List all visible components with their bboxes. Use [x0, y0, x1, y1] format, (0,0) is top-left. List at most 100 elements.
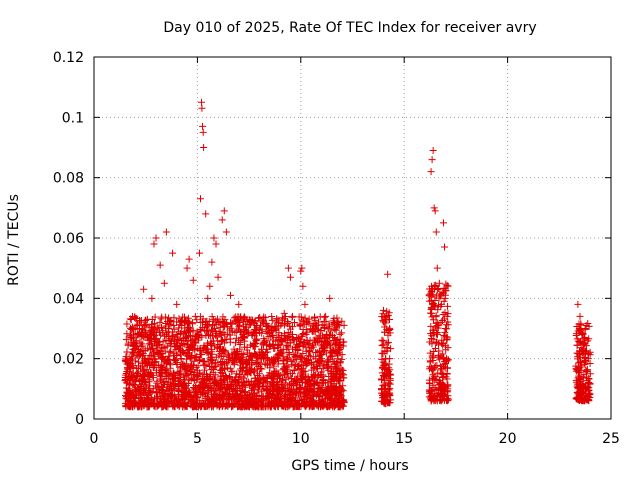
data-point	[207, 403, 215, 411]
data-point	[339, 396, 347, 404]
data-point	[285, 350, 293, 358]
data-point	[145, 388, 153, 396]
data-point	[122, 336, 130, 344]
data-point	[279, 366, 287, 374]
data-point	[437, 300, 445, 308]
data-point	[152, 342, 160, 350]
data-point	[164, 325, 172, 332]
data-point	[252, 337, 260, 345]
data-point	[153, 377, 161, 385]
data-point	[428, 156, 436, 164]
data-point	[140, 366, 148, 374]
x-tick-label: 5	[193, 431, 202, 447]
x-axis-label: GPS time / hours	[291, 458, 408, 474]
data-point	[574, 300, 582, 308]
data-point	[202, 361, 210, 369]
data-point	[192, 401, 200, 409]
data-point	[430, 204, 438, 212]
data-point	[320, 344, 328, 352]
data-point	[338, 370, 346, 378]
data-point	[125, 386, 133, 394]
data-point	[185, 255, 193, 263]
data-point	[382, 355, 390, 363]
data-point	[436, 355, 444, 363]
data-point	[434, 369, 442, 377]
data-point	[158, 323, 166, 331]
data-point	[203, 370, 211, 378]
data-point	[286, 273, 294, 281]
data-point	[297, 353, 305, 361]
data-point	[283, 356, 291, 364]
data-point	[192, 393, 200, 401]
data-point	[292, 400, 300, 408]
data-point	[296, 374, 304, 382]
data-point	[188, 319, 196, 327]
data-point	[318, 351, 326, 359]
data-point	[256, 321, 264, 329]
data-point	[331, 348, 339, 356]
y-axis-label: ROTI / TECUs	[6, 194, 22, 286]
data-point	[433, 362, 441, 370]
data-point	[226, 326, 234, 334]
data-point	[247, 361, 255, 369]
data-point	[304, 394, 312, 402]
data-point	[220, 353, 228, 361]
data-point	[209, 327, 217, 335]
data-point	[306, 336, 314, 344]
data-point	[245, 400, 253, 408]
data-point	[208, 313, 216, 321]
data-point	[247, 318, 255, 326]
data-point	[236, 339, 244, 347]
data-point	[171, 343, 179, 351]
data-point	[165, 318, 173, 326]
data-point	[129, 381, 137, 389]
data-point	[164, 398, 172, 406]
data-point	[176, 398, 184, 406]
data-point	[184, 364, 192, 372]
data-point	[274, 355, 282, 363]
data-point	[328, 348, 336, 356]
data-point	[265, 342, 273, 350]
data-point	[325, 356, 333, 364]
data-point	[438, 390, 446, 398]
data-point	[243, 364, 251, 372]
data-point	[287, 379, 295, 387]
data-point	[379, 310, 387, 318]
data-point	[262, 394, 270, 402]
data-point	[266, 400, 274, 408]
data-point	[299, 349, 307, 357]
data-point	[432, 228, 440, 236]
data-point	[144, 395, 152, 403]
data-point	[250, 329, 258, 337]
data-point	[316, 336, 324, 344]
data-point	[429, 375, 437, 383]
data-point	[289, 312, 297, 320]
data-point	[148, 371, 156, 379]
data-point	[326, 347, 334, 355]
data-point	[163, 383, 171, 391]
data-point	[250, 342, 258, 350]
data-point	[336, 402, 344, 410]
data-point	[123, 360, 131, 368]
data-point	[258, 318, 266, 326]
data-point	[226, 390, 234, 398]
data-point	[438, 396, 446, 404]
data-point	[140, 285, 148, 293]
data-point	[310, 379, 318, 387]
data-point	[330, 318, 338, 326]
data-point	[272, 326, 280, 334]
data-point	[157, 361, 165, 369]
data-point	[273, 315, 281, 323]
data-point	[573, 349, 581, 357]
data-point	[433, 264, 441, 272]
data-point	[275, 342, 283, 350]
data-point	[208, 357, 216, 365]
data-point	[278, 348, 286, 356]
data-point	[277, 399, 285, 407]
data-point	[321, 313, 329, 321]
data-point	[196, 400, 204, 408]
data-point	[148, 294, 156, 302]
data-point	[152, 328, 160, 336]
data-point	[264, 361, 272, 369]
data-point	[135, 325, 143, 332]
